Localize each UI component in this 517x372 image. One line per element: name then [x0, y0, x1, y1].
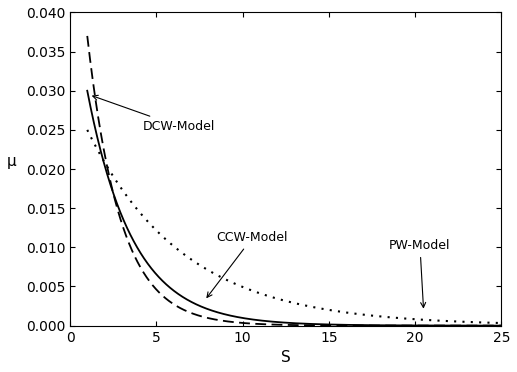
- X-axis label: S: S: [281, 350, 291, 365]
- Text: CCW-Model: CCW-Model: [207, 231, 288, 297]
- Text: PW-Model: PW-Model: [389, 239, 451, 308]
- Y-axis label: μ: μ: [7, 154, 17, 169]
- Text: DCW-Model: DCW-Model: [93, 95, 215, 133]
